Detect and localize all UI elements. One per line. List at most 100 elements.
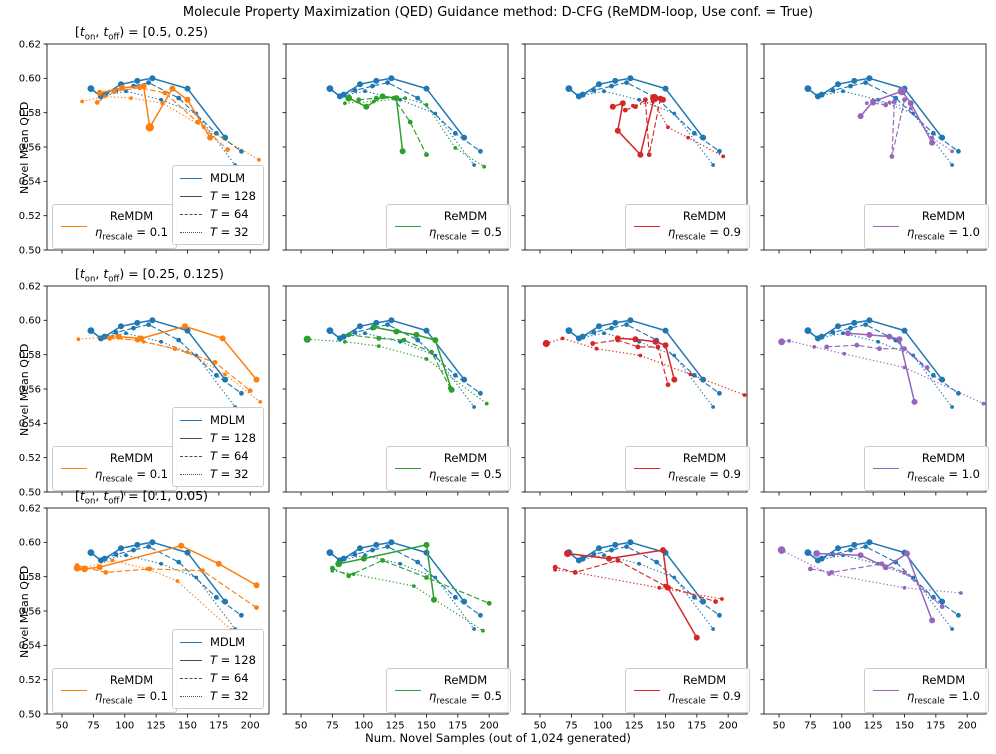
figure-title: Molecule Property Maximization (QED) Gui… (182, 5, 814, 20)
remdm-line-sample (395, 690, 421, 692)
subplot-r1c4 (760, 43, 987, 254)
remdm-line-sample (61, 690, 87, 692)
svg-text:150: 150 (178, 721, 197, 732)
legend-entry: T = 128 (173, 429, 263, 447)
remdm-line-sample (395, 226, 421, 228)
svg-text:150: 150 (895, 721, 914, 732)
row-subtitle-2: [ton, toff) = [0.25, 0.125) (75, 266, 224, 285)
svg-text:50: 50 (56, 721, 69, 732)
y-axis-label-1: Novel Mean QED (18, 101, 31, 194)
svg-text:0.50: 0.50 (19, 709, 41, 720)
legend-line-sample (180, 695, 202, 697)
legend-remdm-r2c3: ReMDM ηrescale = 0.9 (625, 446, 750, 492)
legend-remdm-label: ReMDM ηrescale = 0.1 (95, 451, 168, 485)
legend-entry: MDLM (173, 633, 263, 651)
legend-line-sample (180, 195, 202, 197)
svg-text:0.58: 0.58 (19, 350, 41, 361)
legend-entry-label: MDLM (210, 170, 246, 185)
legend-remdm-r2c2: ReMDM ηrescale = 0.5 (386, 446, 511, 492)
svg-text:0.60: 0.60 (19, 538, 41, 549)
legend-remdm-label: ReMDM ηrescale = 0.1 (95, 209, 168, 243)
legend-remdm-label: ReMDM ηrescale = 1.0 (907, 673, 980, 707)
svg-text:0.50: 0.50 (19, 245, 41, 256)
legend-line-sample (180, 677, 202, 679)
remdm-line-sample (61, 226, 87, 228)
legend-remdm-r3c4: ReMDM ηrescale = 1.0 (864, 668, 989, 714)
legend-mdlm-r2: MDLM T = 128 T = 64 T = 32 (172, 407, 264, 487)
svg-text:75: 75 (804, 721, 817, 732)
legend-entry-label: T = 32 (210, 688, 249, 703)
subplot-r2c1: 0.50 0.52 0.54 0.56 0.58 0.60 0.62 (19, 281, 270, 498)
legend-entry-label: T = 64 (210, 670, 249, 685)
svg-text:175: 175 (448, 721, 467, 732)
legend-line-sample (180, 177, 202, 179)
remdm-line-sample (634, 226, 660, 228)
svg-text:0.60: 0.60 (19, 74, 41, 85)
legend-entry-label: T = 128 (210, 430, 256, 445)
svg-text:175: 175 (687, 721, 706, 732)
svg-text:0.56: 0.56 (19, 606, 41, 617)
legend-line-sample (180, 213, 202, 215)
svg-text:50: 50 (773, 721, 786, 732)
legend-entry: T = 128 (173, 651, 263, 669)
legend-remdm-label: ReMDM ηrescale = 0.9 (668, 673, 741, 707)
legend-entry-label: T = 32 (210, 466, 249, 481)
legend-remdm-label: ReMDM ηrescale = 0.9 (668, 451, 741, 485)
legend-remdm-r3c1: ReMDM ηrescale = 0.1 (52, 668, 177, 714)
legend-line-sample (180, 437, 202, 439)
legend-remdm-r1c3: ReMDM ηrescale = 0.9 (625, 204, 750, 250)
svg-text:150: 150 (656, 721, 675, 732)
legend-entry-label: T = 128 (210, 652, 256, 667)
legend-entry: MDLM (173, 411, 263, 429)
remdm-line-sample (634, 468, 660, 470)
svg-text:0.52: 0.52 (19, 675, 41, 686)
legend-line-sample (180, 659, 202, 661)
svg-text:75: 75 (565, 721, 578, 732)
legend-remdm-r1c4: ReMDM ηrescale = 1.0 (864, 204, 989, 250)
legend-entry: T = 64 (173, 447, 263, 465)
svg-text:175: 175 (926, 721, 945, 732)
svg-text:0.52: 0.52 (19, 453, 41, 464)
remdm-line-sample (395, 468, 421, 470)
subplot-r3c3: 50 75 100 125 150 175 200 (521, 507, 748, 732)
legend-entry-label: T = 64 (210, 206, 249, 221)
svg-text:0.58: 0.58 (19, 572, 41, 583)
remdm-line-sample (873, 226, 899, 228)
svg-text:75: 75 (326, 721, 339, 732)
svg-text:0.58: 0.58 (19, 108, 41, 119)
svg-text:75: 75 (87, 721, 100, 732)
subplot-r1c2 (282, 43, 509, 254)
legend-entry: T = 64 (173, 669, 263, 687)
legend-remdm-r3c2: ReMDM ηrescale = 0.5 (386, 668, 511, 714)
subplot-r1c1: 0.50 0.52 0.54 0.56 0.58 0.60 0.62 (19, 39, 270, 256)
subplot-r1c3 (521, 43, 748, 254)
x-axis-label: Num. Novel Samples (out of 1,024 generat… (365, 731, 631, 745)
svg-text:100: 100 (115, 721, 134, 732)
svg-text:150: 150 (417, 721, 436, 732)
svg-text:50: 50 (295, 721, 308, 732)
svg-text:100: 100 (832, 721, 851, 732)
legend-entry: T = 32 (173, 465, 263, 483)
legend-remdm-label: ReMDM ηrescale = 0.9 (668, 209, 741, 243)
svg-text:0.62: 0.62 (19, 281, 41, 292)
legend-entry: T = 128 (173, 187, 263, 205)
remdm-line-sample (873, 468, 899, 470)
legend-remdm-r2c1: ReMDM ηrescale = 0.1 (52, 446, 177, 492)
svg-text:100: 100 (593, 721, 612, 732)
legend-line-sample (180, 455, 202, 457)
subplot-r2c2 (282, 285, 509, 496)
svg-text:0.54: 0.54 (19, 419, 41, 430)
legend-remdm-r2c4: ReMDM ηrescale = 1.0 (864, 446, 989, 492)
y-axis-label-2: Novel Mean QED (18, 343, 31, 436)
svg-text:125: 125 (864, 721, 883, 732)
y-axis-label-3: Novel Mean QED (18, 565, 31, 658)
svg-text:0.54: 0.54 (19, 177, 41, 188)
legend-remdm-label: ReMDM ηrescale = 0.5 (429, 673, 502, 707)
legend-entry-label: MDLM (210, 412, 246, 427)
legend-line-sample (180, 231, 202, 233)
legend-entry: MDLM (173, 169, 263, 187)
legend-line-sample (180, 641, 202, 643)
svg-text:0.56: 0.56 (19, 384, 41, 395)
legend-remdm-r1c2: ReMDM ηrescale = 0.5 (386, 204, 511, 250)
legend-entry-label: T = 64 (210, 448, 249, 463)
